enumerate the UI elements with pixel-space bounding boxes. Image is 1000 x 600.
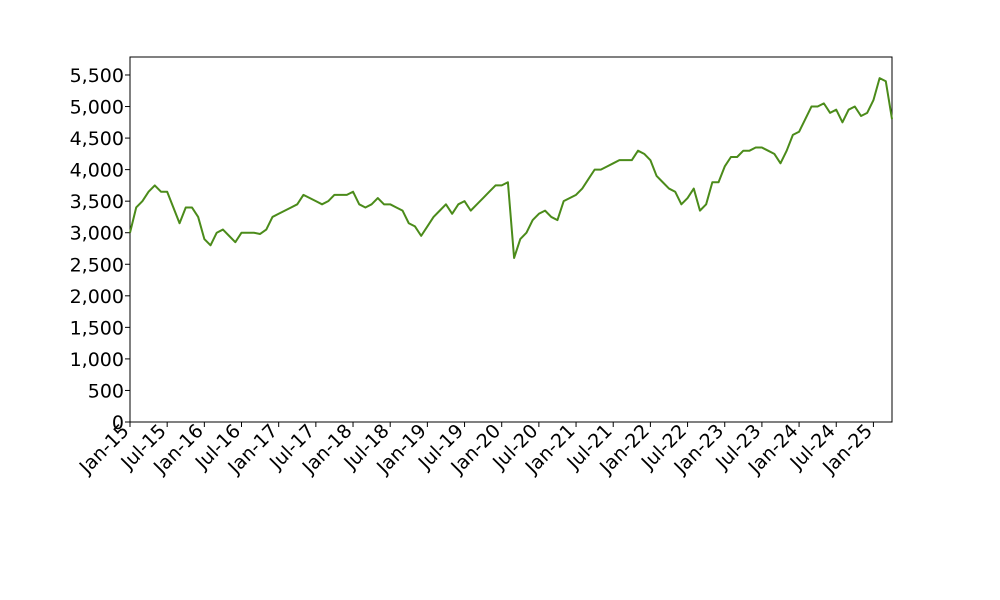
y-tick-label: 1,000 [70,349,124,371]
y-tick-label: 1,500 [70,317,124,339]
y-tick-label: 4,500 [70,128,124,150]
y-tick-label: 5,500 [70,65,124,87]
y-tick-label: 5,000 [70,97,124,119]
y-tick-label: 3,000 [70,223,124,245]
data-line [129,77,893,259]
y-tick-label: 2,500 [70,254,124,276]
y-tick-label: 500 [88,380,124,402]
y-tick-label: 4,000 [70,160,124,182]
plot-frame [129,56,893,423]
y-tick-label: 2,000 [70,286,124,308]
y-tick-label: 3,500 [70,191,124,213]
y-tick-label: 0 [112,412,124,434]
